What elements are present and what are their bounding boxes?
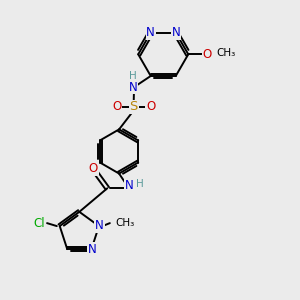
- Text: O: O: [146, 100, 155, 113]
- Text: N: N: [129, 81, 137, 94]
- Text: O: O: [88, 162, 98, 175]
- Text: N: N: [88, 243, 96, 256]
- Text: CH₃: CH₃: [115, 218, 134, 228]
- Text: H: H: [136, 179, 144, 189]
- Text: CH₃: CH₃: [216, 48, 236, 59]
- Text: N: N: [125, 179, 134, 192]
- Text: N: N: [95, 219, 104, 232]
- Text: O: O: [203, 48, 212, 61]
- Text: O: O: [112, 100, 121, 113]
- Text: N: N: [146, 26, 155, 39]
- Text: S: S: [130, 100, 138, 113]
- Text: H: H: [129, 71, 137, 81]
- Text: Cl: Cl: [33, 217, 45, 230]
- Text: N: N: [171, 26, 180, 39]
